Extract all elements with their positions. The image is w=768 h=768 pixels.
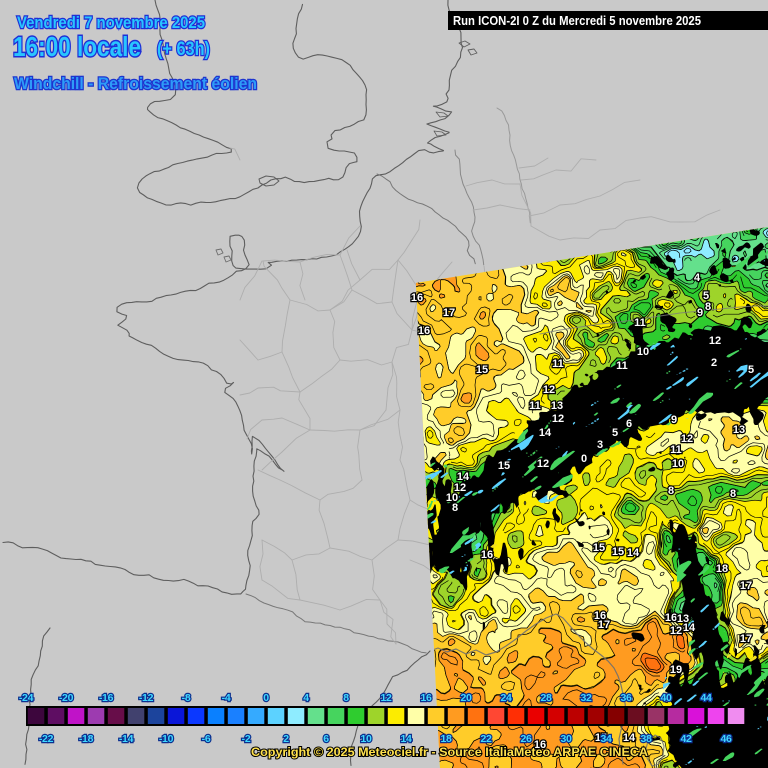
svg-text:16: 16 [481,549,493,561]
svg-text:-22: -22 [39,733,54,745]
svg-text:(+ 63h): (+ 63h) [157,39,210,60]
svg-text:17: 17 [598,619,610,631]
svg-text:17: 17 [740,580,752,592]
svg-text:6: 6 [323,733,329,745]
svg-text:10: 10 [360,733,372,745]
svg-text:6: 6 [626,418,632,430]
svg-text:22: 22 [480,733,492,745]
svg-text:8: 8 [452,502,458,514]
svg-text:11: 11 [670,444,682,456]
svg-text:0: 0 [581,453,587,465]
svg-text:16: 16 [420,692,432,704]
svg-text:5: 5 [748,364,754,376]
svg-text:18: 18 [440,733,452,745]
svg-text:14: 14 [457,471,470,483]
svg-text:14: 14 [539,427,552,439]
svg-text:4: 4 [694,272,701,284]
svg-text:14: 14 [627,547,640,559]
svg-text:19: 19 [670,664,682,676]
svg-text:12: 12 [454,482,466,494]
svg-text:-18: -18 [79,733,94,745]
svg-text:14: 14 [623,732,636,744]
svg-text:-12: -12 [139,692,154,704]
svg-text:11: 11 [552,358,564,370]
svg-text:8: 8 [668,485,674,497]
svg-text:15: 15 [612,546,624,558]
svg-text:17: 17 [443,307,455,319]
svg-text:5: 5 [703,290,709,302]
svg-text:32: 32 [580,692,592,704]
svg-text:16:00 locale: 16:00 locale [13,31,141,62]
svg-text:44: 44 [700,692,712,704]
svg-text:3: 3 [597,439,603,451]
svg-text:Windchill - Refroissement éoli: Windchill - Refroissement éolien [14,74,257,93]
svg-text:18: 18 [716,563,728,575]
svg-text:12: 12 [670,625,682,637]
svg-text:5: 5 [612,427,618,439]
svg-text:Vendredi 7 novembre 2025: Vendredi 7 novembre 2025 [17,13,205,32]
svg-text:-4: -4 [222,692,231,704]
svg-text:20: 20 [460,692,472,704]
svg-text:16: 16 [665,612,677,624]
svg-text:11: 11 [616,360,628,372]
svg-text:12: 12 [543,384,555,396]
svg-text:2: 2 [711,357,717,369]
svg-text:12: 12 [537,458,549,470]
svg-text:15: 15 [593,542,605,554]
svg-text:8: 8 [730,488,736,500]
svg-text:-20: -20 [59,692,74,704]
svg-text:13: 13 [733,424,745,436]
svg-text:11: 11 [529,400,541,412]
svg-text:15: 15 [498,460,510,472]
svg-text:24: 24 [500,692,512,704]
svg-text:-24: -24 [19,692,34,704]
svg-text:0: 0 [263,692,269,704]
svg-text:16: 16 [534,739,546,751]
svg-text:12: 12 [380,692,392,704]
svg-text:13: 13 [677,613,689,625]
svg-text:Copyright © 2025 Meteociel.fr: Copyright © 2025 Meteociel.fr - Source I… [251,745,648,759]
svg-text:12: 12 [552,413,564,425]
svg-text:13: 13 [551,400,563,412]
svg-text:36: 36 [620,692,632,704]
svg-text:26: 26 [520,733,532,745]
svg-text:-8: -8 [182,692,191,704]
svg-text:28: 28 [540,692,552,704]
svg-text:16: 16 [594,610,606,622]
svg-text:12: 12 [709,335,721,347]
svg-text:34: 34 [600,733,612,745]
svg-text:14: 14 [400,733,412,745]
svg-text:30: 30 [560,733,572,745]
svg-text:Run ICON-2I 0 Z du Mercredi 5: Run ICON-2I 0 Z du Mercredi 5 novembre 2… [453,13,701,28]
svg-text:14: 14 [683,622,696,634]
svg-text:11: 11 [634,317,646,329]
svg-text:-10: -10 [159,733,174,745]
svg-text:10: 10 [672,458,684,470]
svg-text:8: 8 [343,692,349,704]
svg-text:-2: -2 [242,733,251,745]
svg-text:8: 8 [705,301,711,313]
svg-text:15: 15 [476,364,488,376]
svg-text:15: 15 [595,732,607,744]
svg-text:2: 2 [283,733,289,745]
svg-text:42: 42 [680,733,692,745]
svg-text:9: 9 [671,414,677,426]
svg-text:4: 4 [303,692,309,704]
svg-text:-6: -6 [202,733,211,745]
svg-text:16: 16 [411,292,423,304]
svg-text:17: 17 [740,633,752,645]
svg-text:10: 10 [637,346,649,358]
svg-text:46: 46 [720,733,732,745]
svg-text:-16: -16 [99,692,114,704]
svg-text:38: 38 [640,733,652,745]
svg-text:40: 40 [660,692,672,704]
svg-text:12: 12 [681,433,693,445]
svg-text:-14: -14 [119,733,134,745]
svg-text:10: 10 [446,492,458,504]
svg-text:16: 16 [418,325,430,337]
svg-text:9: 9 [697,307,703,319]
